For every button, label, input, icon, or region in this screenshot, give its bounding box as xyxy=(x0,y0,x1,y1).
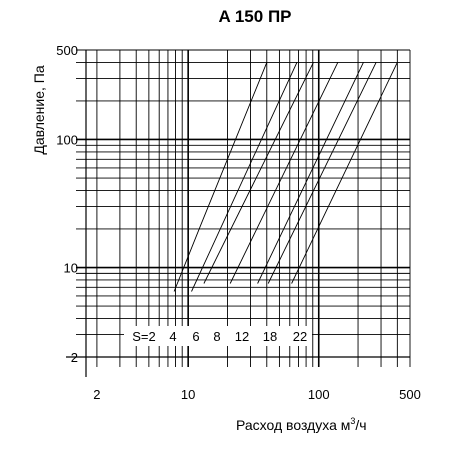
x-tick-label: 2 xyxy=(93,387,100,402)
series-line xyxy=(257,62,364,284)
series-label: 6 xyxy=(192,329,199,344)
y-tick-label: 500 xyxy=(56,43,78,58)
series-line xyxy=(203,62,314,284)
y-tick-label: 100 xyxy=(56,132,78,147)
series-line xyxy=(229,62,339,284)
x-tick-label: 10 xyxy=(181,387,195,402)
series-label: 18 xyxy=(263,329,277,344)
x-axis-label: Расход воздуха м3/ч xyxy=(236,416,367,433)
y-axis-label: Давление, Па xyxy=(31,65,47,155)
x-axis-label-main: Расход воздуха м xyxy=(236,417,350,433)
series-label: 4 xyxy=(169,329,176,344)
x-tick-label: 500 xyxy=(399,387,421,402)
series-label-background xyxy=(124,326,312,346)
tick-labels: 2 10 100 500 2 10 100 500 xyxy=(56,43,421,402)
series-line xyxy=(291,62,398,284)
x-axis-label-sup: 3 xyxy=(350,416,355,426)
y-tick-label: 10 xyxy=(64,261,78,276)
series-line xyxy=(267,62,377,284)
series-lines xyxy=(173,62,398,292)
series-line xyxy=(173,62,268,292)
y-tick-label: 2 xyxy=(71,350,78,365)
series-label: 22 xyxy=(293,329,307,344)
series-label: S=2 xyxy=(132,329,156,344)
series-labels: S=2 4 6 8 12 18 22 xyxy=(124,326,312,346)
chart-title: A 150 ПР xyxy=(218,7,291,26)
x-axis-label-tail: /ч xyxy=(355,417,366,433)
series-label: 8 xyxy=(213,329,220,344)
series-label: 12 xyxy=(235,329,249,344)
series-line xyxy=(191,62,298,292)
x-tick-label: 100 xyxy=(308,387,330,402)
